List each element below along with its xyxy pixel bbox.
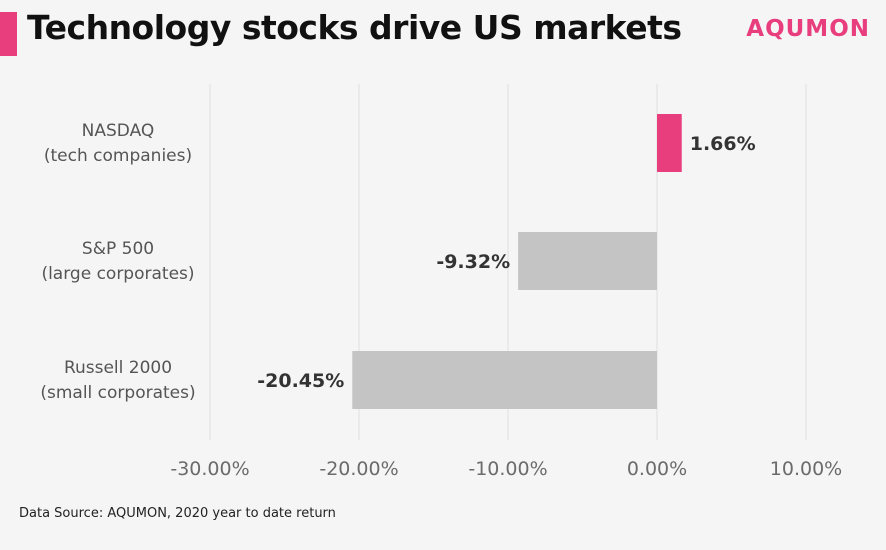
data-label: -9.32% (436, 251, 510, 273)
data-source-note: Data Source: AQUMON, 2020 year to date r… (19, 506, 336, 521)
bar-chart: -30.00% -20.00% -10.00% 0.00% 10.00% NASDAQ (t… (40, 84, 842, 480)
category-label: (tech companies) (44, 146, 192, 166)
x-tick-label: -10.00% (468, 458, 547, 480)
category-label: Russell 2000 (64, 358, 172, 378)
category-label: NASDAQ (82, 121, 155, 141)
bar (352, 351, 657, 409)
x-tick-label: -30.00% (170, 458, 249, 480)
category-label: (small corporates) (40, 383, 195, 403)
title-accent-bar (0, 12, 17, 56)
brand-logo: AQUMON (746, 16, 870, 42)
data-label: 1.66% (690, 133, 756, 155)
bar (518, 232, 657, 290)
page-title: Technology stocks drive US markets (27, 8, 682, 47)
bar (657, 114, 682, 172)
x-tick-label: 10.00% (770, 458, 842, 480)
x-tick-label: -20.00% (319, 458, 398, 480)
x-tick-label: 0.00% (627, 458, 687, 480)
data-label: -20.45% (257, 370, 344, 392)
category-label: (large corporates) (41, 264, 194, 284)
category-label: S&P 500 (82, 239, 154, 259)
